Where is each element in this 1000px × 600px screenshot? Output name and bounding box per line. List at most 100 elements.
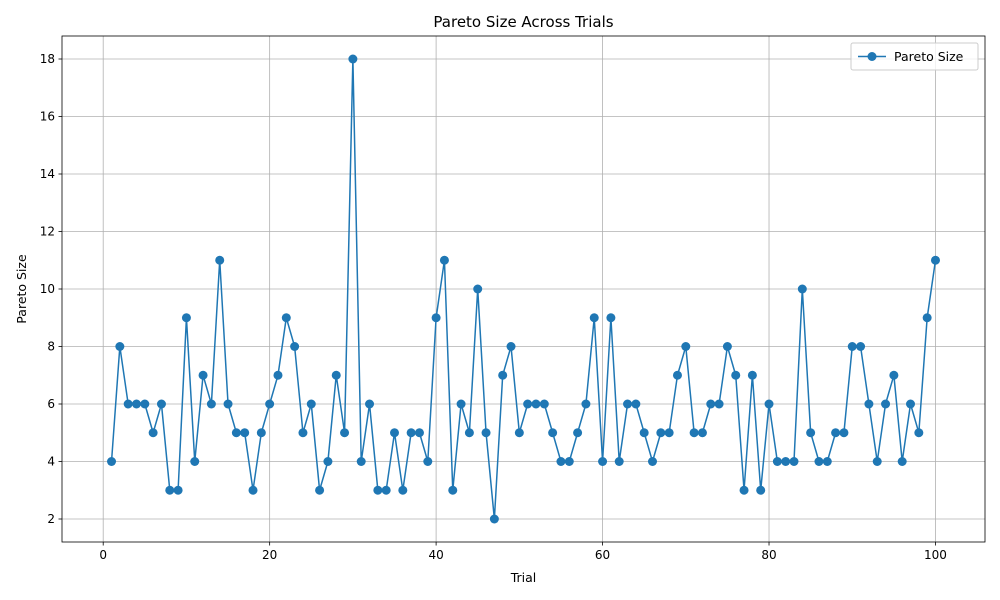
data-point xyxy=(373,485,383,495)
data-point xyxy=(206,399,216,409)
data-point xyxy=(340,428,350,438)
data-point xyxy=(223,399,233,409)
data-point xyxy=(581,399,591,409)
data-point xyxy=(390,428,399,438)
data-point xyxy=(107,457,117,466)
x-axis-label: Trial xyxy=(510,570,537,585)
data-point xyxy=(864,399,874,409)
data-point xyxy=(614,457,624,466)
data-point xyxy=(706,399,716,409)
data-point xyxy=(456,399,466,409)
data-point xyxy=(181,313,191,323)
data-point xyxy=(539,399,549,409)
data-point xyxy=(123,399,133,409)
y-tick-label: 12 xyxy=(40,225,55,239)
data-point xyxy=(165,485,175,495)
data-point xyxy=(714,399,724,409)
data-point xyxy=(747,370,757,380)
data-point xyxy=(722,342,732,351)
x-tick-label: 80 xyxy=(761,548,776,562)
y-tick-label: 2 xyxy=(47,512,55,526)
data-point xyxy=(240,428,250,438)
data-point xyxy=(323,457,333,466)
y-tick-label: 4 xyxy=(47,455,55,469)
data-point xyxy=(839,428,849,438)
data-point xyxy=(315,485,325,495)
data-point xyxy=(531,399,541,409)
data-point xyxy=(265,399,275,409)
data-point xyxy=(190,457,200,466)
y-tick-label: 14 xyxy=(40,167,55,181)
data-point xyxy=(689,428,699,438)
data-point xyxy=(439,255,449,265)
data-point xyxy=(556,457,566,466)
data-point xyxy=(498,370,508,380)
y-tick-label: 6 xyxy=(47,397,55,411)
data-point xyxy=(514,428,524,438)
data-point xyxy=(473,284,483,294)
data-point xyxy=(731,370,741,380)
data-point xyxy=(448,485,458,495)
data-point xyxy=(664,428,674,438)
data-point xyxy=(215,255,225,265)
data-point xyxy=(631,399,641,409)
data-point xyxy=(772,457,782,466)
data-point xyxy=(140,399,150,409)
data-point xyxy=(523,399,533,409)
legend-box xyxy=(850,42,979,71)
data-point xyxy=(231,428,241,438)
data-point xyxy=(564,457,574,466)
data-point xyxy=(781,457,791,466)
data-point xyxy=(115,342,125,351)
data-point xyxy=(398,485,408,495)
data-point xyxy=(306,399,316,409)
data-point xyxy=(639,428,649,438)
data-point xyxy=(648,457,657,466)
data-point xyxy=(414,428,424,438)
data-point xyxy=(331,370,341,380)
data-point xyxy=(298,428,308,438)
data-point xyxy=(406,428,416,438)
data-point xyxy=(506,342,516,351)
data-point xyxy=(173,485,183,495)
data-point xyxy=(764,399,774,409)
data-point xyxy=(739,485,749,495)
data-point xyxy=(856,342,866,351)
data-point xyxy=(431,313,441,323)
data-point xyxy=(897,457,907,466)
data-point xyxy=(906,399,916,409)
data-point xyxy=(814,457,824,466)
data-point xyxy=(789,457,799,466)
data-point xyxy=(423,457,433,466)
data-point xyxy=(598,457,608,466)
data-point xyxy=(156,399,166,409)
data-point xyxy=(672,370,682,380)
data-point xyxy=(198,370,208,380)
data-point xyxy=(548,428,558,438)
data-point xyxy=(697,428,707,438)
data-point xyxy=(356,457,366,466)
y-tick-label: 18 xyxy=(40,52,55,66)
data-point xyxy=(281,313,291,323)
data-point xyxy=(381,485,391,495)
data-point xyxy=(806,428,816,438)
legend-label: Pareto Size xyxy=(894,49,964,64)
data-point xyxy=(290,342,300,351)
chart-title: Pareto Size Across Trials xyxy=(433,13,613,31)
data-point xyxy=(464,428,474,438)
data-point xyxy=(489,514,499,524)
data-point xyxy=(148,428,158,438)
x-tick-label: 60 xyxy=(595,548,610,562)
data-point xyxy=(273,370,283,380)
data-point xyxy=(606,313,616,323)
x-tick-label: 20 xyxy=(262,548,277,562)
legend-marker-swatch xyxy=(867,52,877,61)
data-point xyxy=(797,284,807,294)
data-point xyxy=(889,370,899,380)
data-point xyxy=(872,457,882,466)
y-tick-label: 10 xyxy=(40,282,55,296)
series-line xyxy=(110,58,937,520)
x-tick-label: 0 xyxy=(99,548,107,562)
y-axis-label: Pareto Size xyxy=(14,254,29,324)
